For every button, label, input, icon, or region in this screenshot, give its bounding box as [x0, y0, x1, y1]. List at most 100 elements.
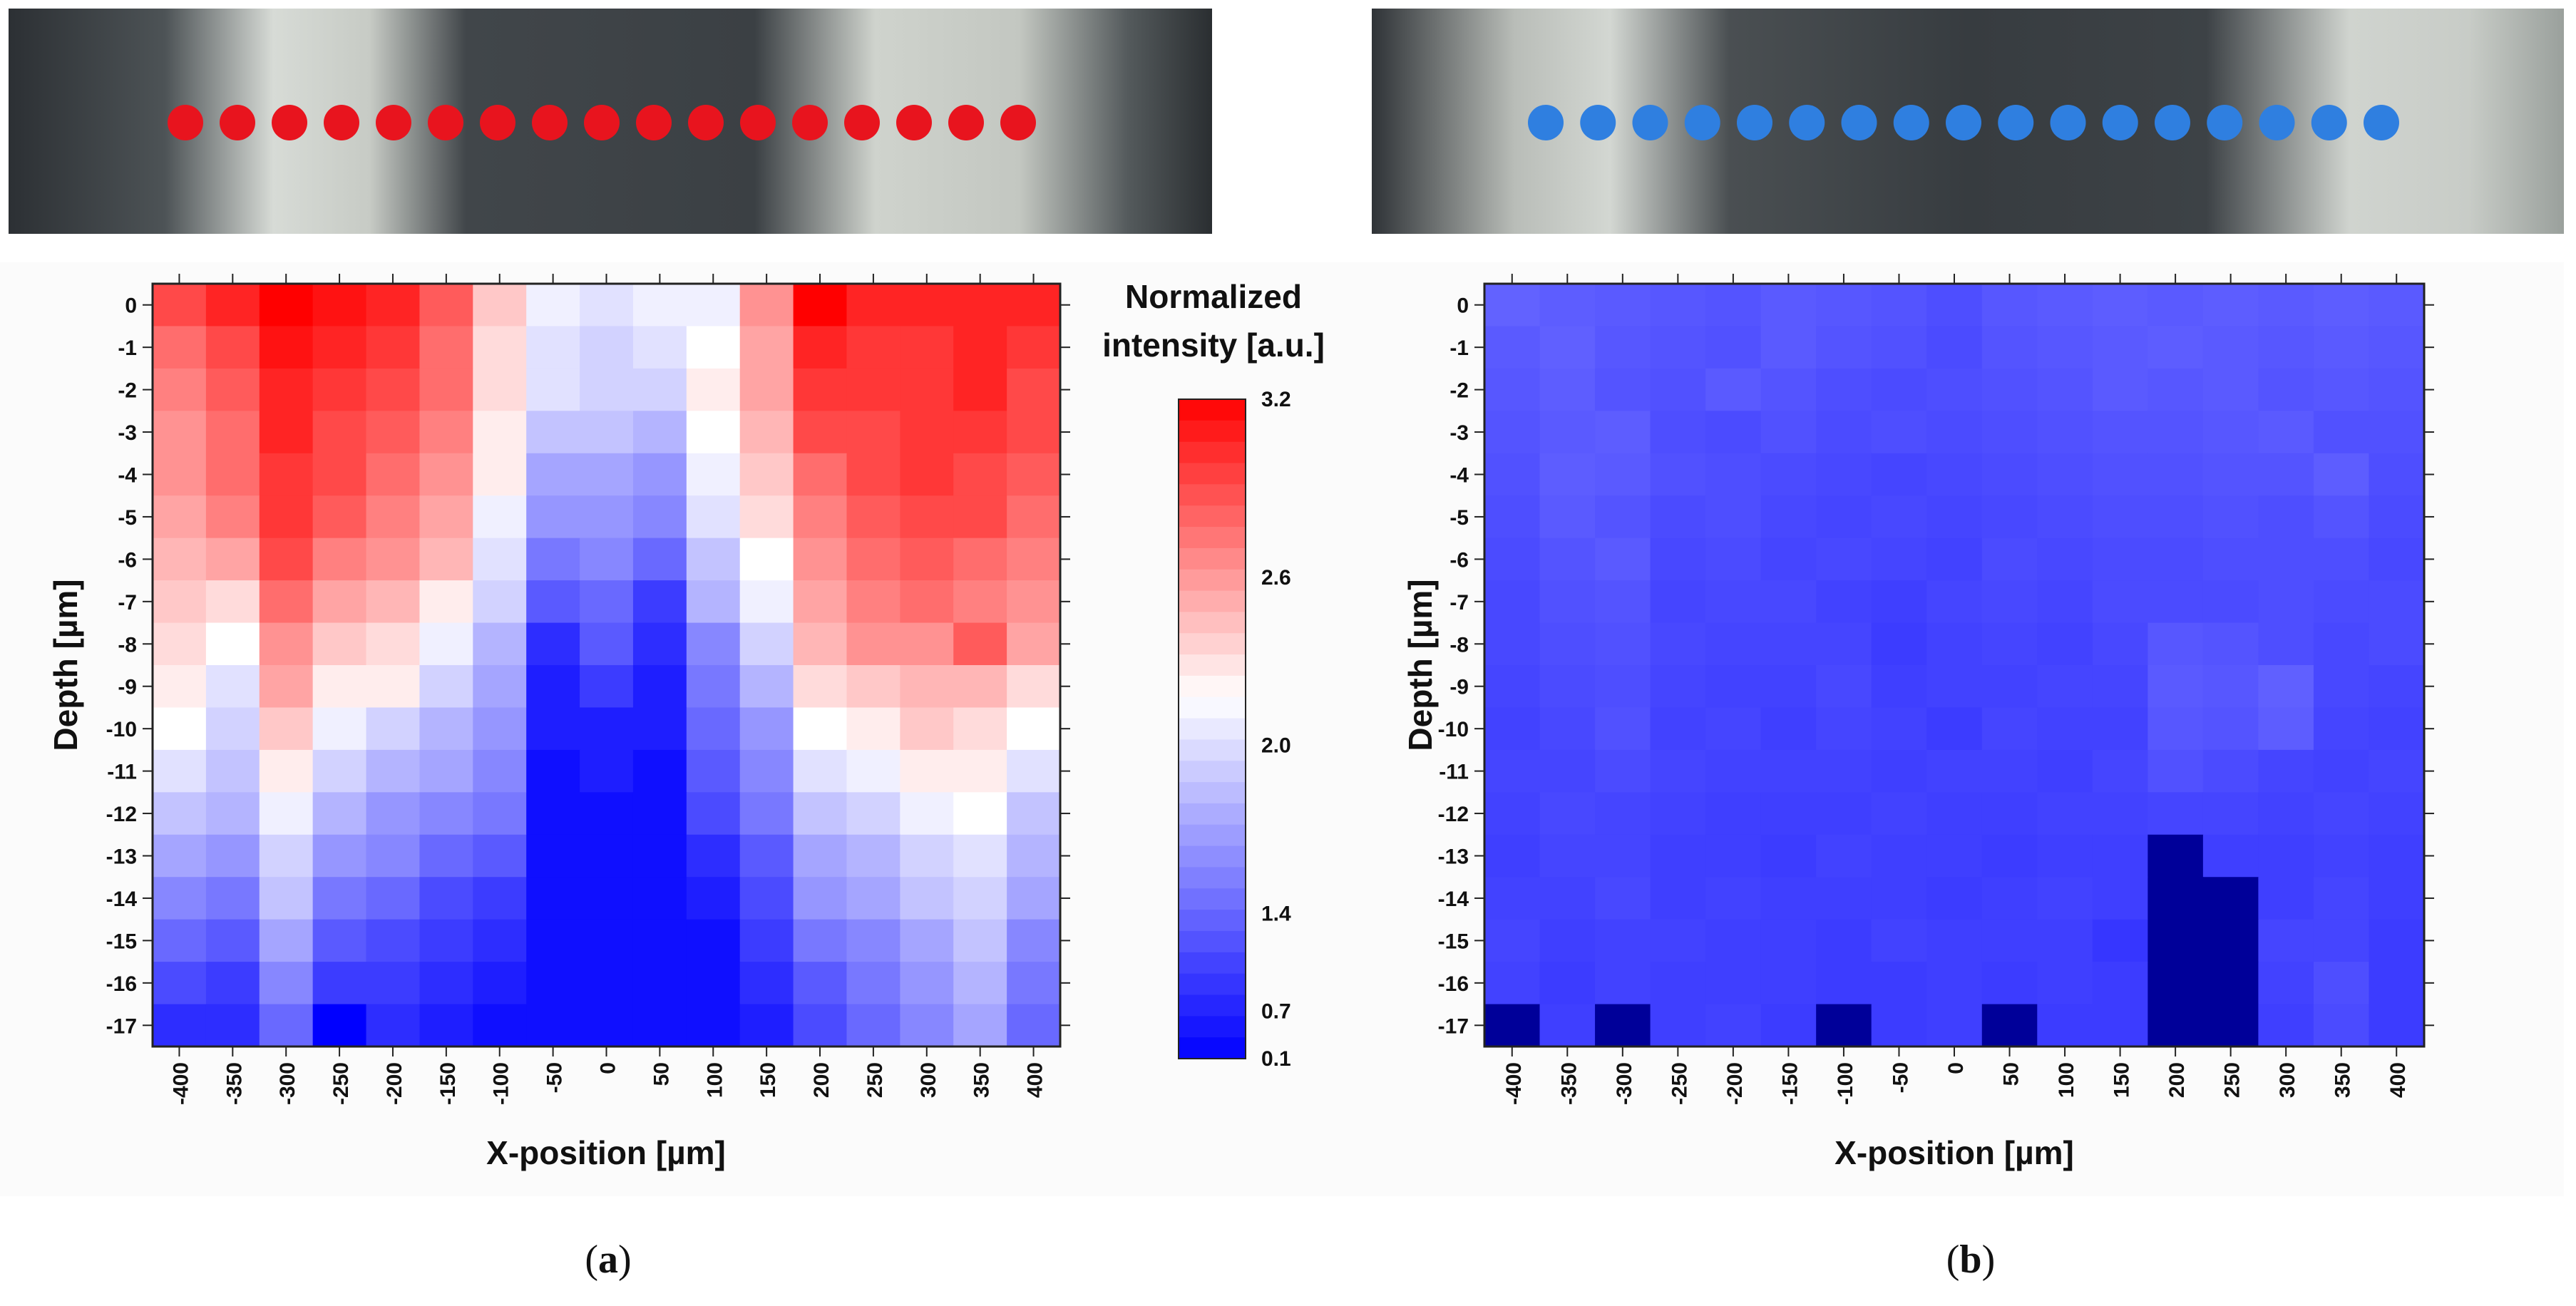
x-tick-label: -200: [383, 1062, 406, 1105]
heatmap-cell: [1539, 1004, 1596, 1047]
heatmap-cell: [1650, 453, 1706, 496]
heatmap-cell: [1816, 919, 1872, 962]
heatmap-cell: [1981, 368, 2038, 411]
x-tick-label: -250: [329, 1062, 353, 1105]
heatmap-cell: [259, 707, 314, 751]
heatmap-cell: [2369, 622, 2425, 666]
heatmap-cell: [1595, 368, 1651, 411]
heatmap-cell: [153, 792, 207, 835]
heatmap-cell: [526, 962, 580, 1005]
heatmap-cell: [739, 580, 794, 624]
heatmap-cell: [1650, 495, 1706, 539]
heatmap-cell: [2037, 368, 2093, 411]
x-tick-label: -400: [169, 1062, 193, 1105]
x-tick-label: -350: [1557, 1062, 1581, 1105]
heatmap-cell: [259, 1004, 314, 1047]
heatmap-cell: [2037, 495, 2093, 539]
heatmap-cell: [686, 453, 741, 496]
heatmap-cell: [580, 284, 634, 327]
heatmap-cell: [900, 284, 954, 327]
heatmap-cell: [1705, 538, 1762, 581]
heatmap-cell: [1981, 411, 2038, 454]
heatmap-cell: [953, 326, 1007, 369]
heatmap-cell: [366, 919, 421, 962]
y-tick-label: -12: [1438, 803, 1469, 826]
heatmap-a: -400 -350 -300 -250 -200 -150 -100 -50 0 50 100 150…: [0, 262, 1376, 1196]
heatmap-cell: [1595, 538, 1651, 581]
heatmap-cell: [953, 622, 1007, 666]
heatmap-cell: [580, 326, 634, 369]
sample-dot: [376, 105, 411, 140]
heatmap-cell: [1981, 749, 2038, 793]
heatmap-cell: [1650, 749, 1706, 793]
heatmap-cell: [632, 665, 687, 709]
heatmap-cell: [2037, 749, 2093, 793]
colorbar-band: [1179, 803, 1246, 826]
heatmap-cell: [846, 834, 900, 878]
y-tick-label: -11: [1439, 761, 1469, 784]
heatmap-cell: [1650, 707, 1706, 751]
y-tick-label: -5: [118, 506, 137, 530]
heatmap-cell: [739, 1004, 794, 1047]
heatmap-cell: [2147, 495, 2204, 539]
heatmap-cell: [2202, 665, 2259, 709]
heatmap-cell: [1595, 749, 1651, 793]
heatmap-cell: [259, 580, 314, 624]
heatmap-cell: [1595, 580, 1651, 624]
heatmap-cell: [1760, 877, 1817, 920]
heatmap-cell: [205, 284, 260, 327]
sample-dot: [2364, 105, 2399, 140]
heatmap-cell: [419, 707, 473, 751]
sample-dot: [688, 105, 724, 140]
heatmap-cell: [1007, 749, 1061, 793]
y-tick-label: -4: [118, 464, 137, 488]
heatmap-cell: [1816, 749, 1872, 793]
heatmap-cell: [632, 792, 687, 835]
heatmap-cell: [2258, 792, 2314, 835]
y-tick-label: -15: [1438, 930, 1469, 953]
x-tick-label: 300: [2276, 1062, 2299, 1098]
heatmap-cell: [205, 834, 260, 878]
heatmap-cell: [1816, 368, 1872, 411]
heatmap-cell: [1595, 284, 1651, 327]
y-tick-label: -9: [1449, 676, 1469, 699]
heatmap-cell: [2202, 495, 2259, 539]
heatmap-cell: [2258, 919, 2314, 962]
heatmap-cell: [473, 962, 527, 1005]
x-tick-label: 300: [917, 1062, 940, 1098]
heatmap-cell: [2313, 453, 2370, 496]
y-tick-label: 0: [1457, 294, 1469, 318]
y-tick-label: -14: [106, 888, 138, 911]
ylabel-a: Depth [µm]: [47, 579, 84, 751]
heatmap-cell: [686, 622, 741, 666]
heatmap-cell: [2092, 749, 2148, 793]
heatmap-cell: [2313, 1004, 2370, 1047]
heatmap-cell: [2258, 284, 2314, 327]
heatmap-cell: [1539, 368, 1596, 411]
heatmap-cell: [1926, 749, 1983, 793]
heatmap-cell: [1539, 834, 1596, 878]
sample-dot: [324, 105, 359, 140]
heatmap-cell: [2147, 749, 2204, 793]
heatmap-cell: [1595, 622, 1651, 666]
colorbar-band: [1179, 994, 1246, 1017]
heatmap-cell: [1539, 877, 1596, 920]
heatmap-cell: [900, 665, 954, 709]
heatmap-cell: [1539, 919, 1596, 962]
heatmap-cell: [1816, 877, 1872, 920]
heatmap-cell: [1650, 538, 1706, 581]
colorbar-tick-label: 2.6: [1261, 566, 1291, 590]
heatmap-cell: [2313, 368, 2370, 411]
heatmap-cell: [1650, 1004, 1706, 1047]
heatmap-cell: [419, 962, 473, 1005]
colorbar-band: [1179, 675, 1246, 698]
heatmap-cell: [2258, 580, 2314, 624]
heatmap-cell: [1926, 368, 1983, 411]
heatmap-cell: [1926, 877, 1983, 920]
heatmap-cell: [2258, 707, 2314, 751]
heatmap-cell: [366, 580, 421, 624]
heatmap-cell: [1760, 284, 1817, 327]
sample-dot: [948, 105, 984, 140]
heatmap-cell: [366, 284, 421, 327]
